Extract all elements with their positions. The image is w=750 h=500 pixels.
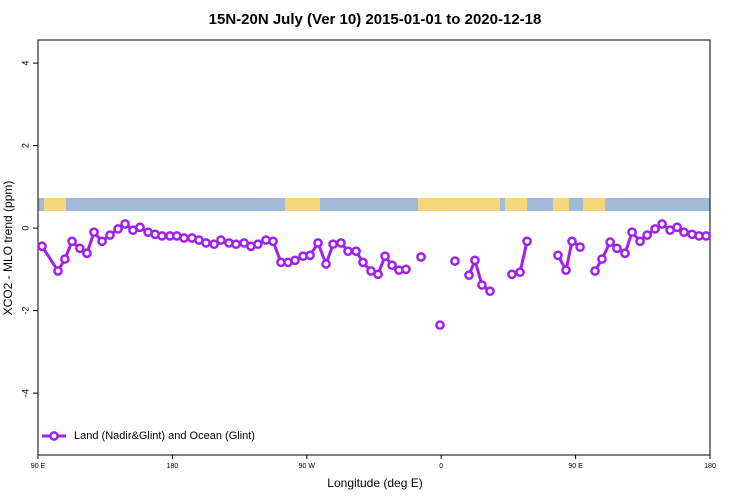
point — [343, 246, 353, 257]
point — [567, 236, 577, 247]
point — [635, 236, 645, 247]
point — [450, 256, 460, 266]
point — [553, 250, 563, 261]
point — [597, 254, 607, 264]
point — [561, 265, 571, 276]
legend-label: Land (Nadir&Glint) and Ocean (Glint) — [74, 430, 255, 442]
point — [620, 248, 630, 259]
y-tick-label: -2 — [20, 307, 30, 315]
point — [321, 259, 331, 269]
point — [485, 286, 495, 297]
point — [67, 236, 77, 247]
point — [575, 242, 585, 252]
point — [105, 230, 115, 240]
point — [60, 254, 70, 264]
point — [179, 233, 189, 243]
point — [515, 267, 525, 278]
chart-title: 15N-20N July (Ver 10) 2015-01-01 to 2020… — [209, 11, 542, 28]
x-axis-label: Longitude (deg E) — [327, 476, 422, 490]
point — [53, 266, 63, 276]
point — [209, 239, 219, 250]
point — [612, 243, 622, 254]
point — [231, 239, 241, 250]
point — [157, 231, 167, 241]
point — [701, 231, 711, 241]
legend-marker — [49, 431, 59, 441]
x-tick-label: 180 — [167, 463, 179, 470]
point — [336, 238, 346, 248]
point — [305, 250, 315, 261]
x-tick-label: 90 E — [568, 463, 583, 470]
x-tick-label: 90 W — [299, 463, 316, 470]
y-tick-label: 4 — [20, 61, 30, 66]
point — [435, 320, 445, 330]
point — [290, 255, 300, 266]
point — [113, 224, 123, 234]
x-tick-label: 90 E — [31, 463, 46, 470]
point — [650, 224, 660, 234]
point — [89, 227, 99, 238]
point — [477, 280, 487, 290]
point — [380, 251, 390, 262]
point — [201, 238, 211, 248]
point — [328, 239, 338, 250]
point — [135, 222, 145, 233]
x-tick-label: 0 — [439, 463, 443, 470]
point — [657, 219, 667, 229]
point — [97, 236, 107, 247]
y-tick-label: -4 — [20, 389, 30, 397]
point — [387, 260, 397, 271]
point — [37, 241, 47, 252]
y-tick-label: 2 — [20, 143, 30, 148]
point — [74, 243, 85, 254]
point — [507, 269, 517, 280]
point — [679, 227, 689, 238]
point — [605, 237, 615, 247]
point — [253, 239, 263, 250]
point — [351, 246, 361, 257]
point — [120, 219, 130, 229]
point — [373, 269, 383, 280]
point — [416, 252, 426, 262]
point — [464, 270, 474, 280]
point — [313, 238, 323, 248]
y-axis-label: XCO2 - MLO trend (ppm) — [1, 181, 15, 316]
point — [82, 248, 92, 259]
y-tick-label: 0 — [20, 226, 30, 231]
point — [358, 257, 368, 268]
point — [590, 266, 600, 276]
point — [470, 255, 480, 266]
point — [522, 236, 532, 247]
x-tick-label: 180 — [704, 463, 716, 470]
point — [672, 222, 682, 233]
point — [216, 235, 226, 245]
point — [268, 236, 278, 247]
map-strip — [38, 198, 710, 211]
point — [401, 264, 411, 275]
point — [642, 230, 652, 240]
point — [627, 227, 637, 238]
